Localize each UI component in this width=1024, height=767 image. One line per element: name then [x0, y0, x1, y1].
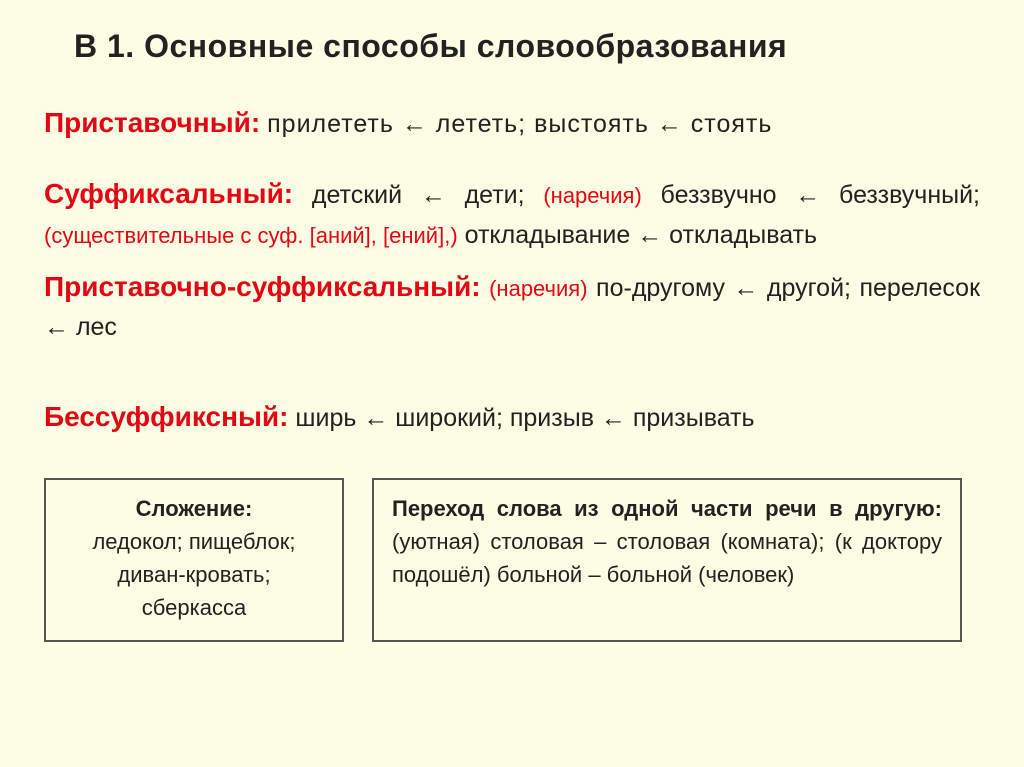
method-note: (наречия) [543, 183, 641, 208]
method-note: (наречия) [489, 276, 587, 301]
box-slozhenie: Сложение: ледокол; пищеблок; диван-крова… [44, 478, 344, 642]
box-line: диван-кровать; сберкасса [64, 558, 324, 624]
box-perehod: Переход слова из одной части речи в друг… [372, 478, 962, 642]
boxes-row: Сложение: ледокол; пищеблок; диван-крова… [44, 478, 980, 642]
method-label: Приставочно-суффиксальный: [44, 271, 481, 302]
slide: В 1. Основные способы словообразования П… [0, 0, 1024, 767]
box-title: Переход слова из одной части речи в друг… [392, 496, 942, 521]
method-label: Бессуффиксный: [44, 401, 288, 432]
method-label: Приставочный: [44, 107, 260, 138]
box-line: ледокол; пищеблок; [64, 525, 324, 558]
method-body: детский ← дети; [312, 181, 525, 209]
box-title: Сложение: [64, 492, 324, 525]
method-body: ширь ← широкий; призыв ← призывать [295, 404, 754, 432]
box-body: (уютная) столовая – столовая (комната); … [392, 529, 942, 587]
method-bessuffiksny: Бессуффиксный: ширь ← широкий; призыв ← … [44, 395, 980, 438]
method-note: (существительные с суф. [аний], [ений],) [44, 223, 458, 248]
method-label: Суффиксальный: [44, 178, 293, 209]
method-body: откладывание ← откладывать [465, 221, 817, 249]
method-body: беззвучно ← беззвучный; [661, 181, 980, 209]
method-suffiksalny: Суффиксальный: детский ← дети; (наречия)… [44, 172, 980, 254]
method-body: прилететь ← лететь; выстоять ← стоять [267, 110, 772, 138]
page-title: В 1. Основные способы словообразования [74, 28, 980, 65]
method-prist-suff: Приставочно-суффиксальный: (наречия) по-… [44, 265, 980, 347]
method-pristavochny: Приставочный: прилететь ← лететь; выстоя… [44, 101, 980, 144]
